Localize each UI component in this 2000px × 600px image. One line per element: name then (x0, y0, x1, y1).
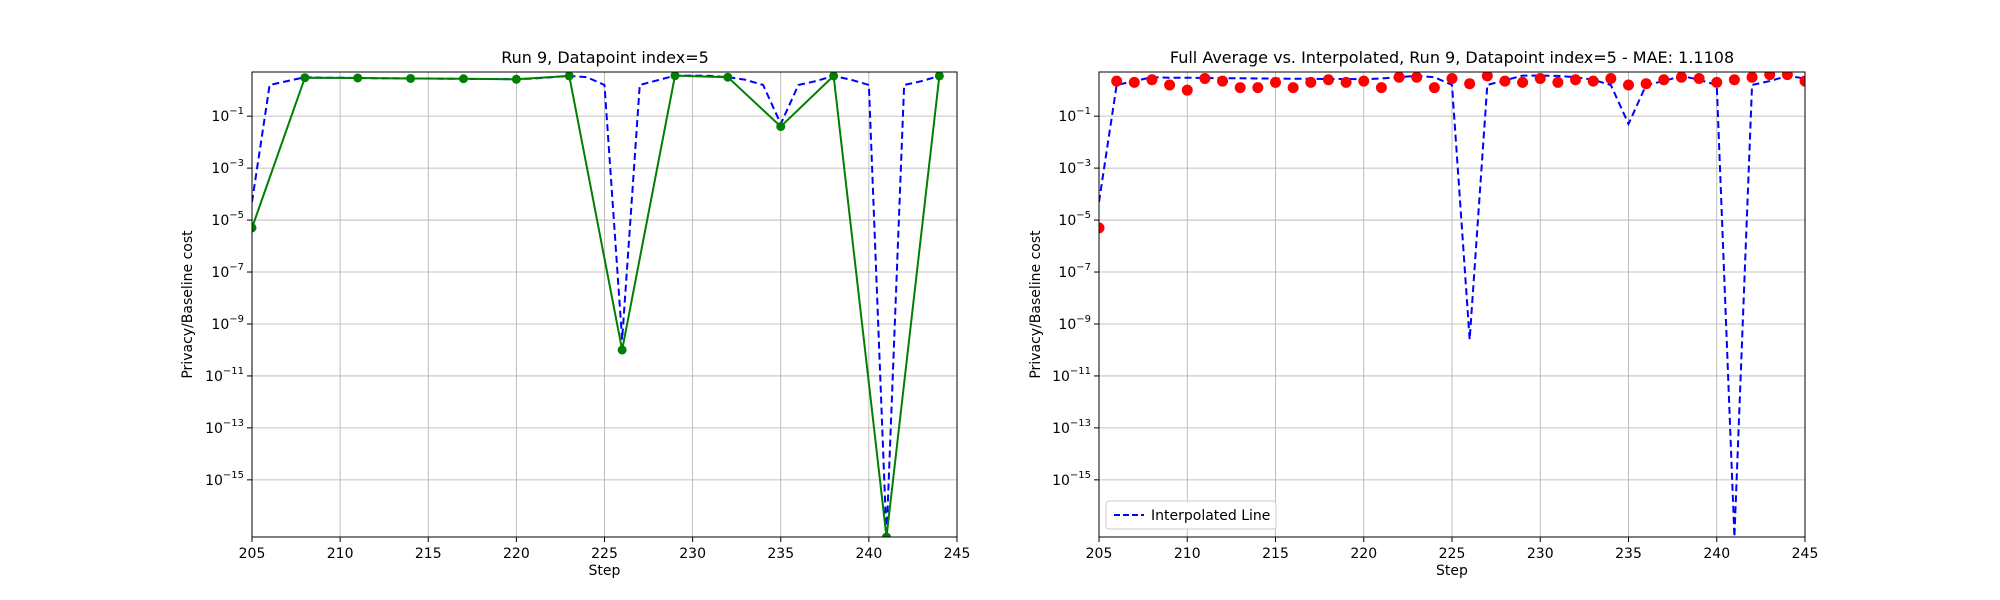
right-chart-data-point (1217, 76, 1228, 87)
right-chart-data-point (1358, 76, 1369, 87)
right-chart-data-point (1447, 73, 1458, 84)
right-chart-data-point (1129, 77, 1140, 88)
right-chart-data-point (1305, 77, 1316, 88)
right-chart-data-point (1676, 72, 1687, 83)
right-chart-data-point (1694, 73, 1705, 84)
right-chart-data-point (1341, 77, 1352, 88)
right-chart-x-tick-label: 235 (1615, 546, 1642, 562)
right-chart-data-point (1146, 74, 1157, 85)
left-chart-x-tick-label: 230 (679, 546, 706, 562)
right-chart-x-tick-label: 240 (1703, 546, 1730, 562)
left-chart-data-point (723, 73, 732, 82)
right-chart-data-point (1323, 74, 1334, 85)
right-chart-data-point (1270, 77, 1281, 88)
right-chart-data-point (1394, 72, 1405, 83)
right-chart-data-point (1588, 76, 1599, 87)
left-chart-data-point (829, 71, 838, 80)
left-chart-y-axis-label: Privacy/Baseline cost (180, 230, 196, 379)
right-chart-data-point (1252, 82, 1263, 93)
right-chart-data-point (1570, 74, 1581, 85)
right-chart-title: Full Average vs. Interpolated, Run 9, Da… (1170, 48, 1734, 67)
left-chart-x-tick-label: 220 (503, 546, 530, 562)
left-chart-data-point (935, 71, 944, 80)
right-chart-data-point (1411, 72, 1422, 83)
left-chart-data-point (776, 122, 785, 131)
right-chart-data-point (1429, 82, 1440, 93)
left-chart-x-tick-label: 240 (856, 546, 883, 562)
right-chart-data-point (1729, 74, 1740, 85)
right-chart-x-tick-label: 215 (1262, 546, 1289, 562)
legend: Interpolated Line (1106, 501, 1276, 529)
right-chart-data-point (1658, 74, 1669, 85)
right-chart-data-point (1747, 72, 1758, 83)
left-chart-title: Run 9, Datapoint index=5 (501, 48, 709, 67)
left-chart-data-point (512, 75, 521, 84)
right-chart-data-point (1111, 76, 1122, 87)
right-chart-data-point (1164, 79, 1175, 90)
right-chart-data-point (1499, 76, 1510, 87)
left-chart-data-point (618, 345, 627, 354)
right-chart-x-tick-label: 210 (1174, 546, 1201, 562)
right-chart-data-point (1199, 73, 1210, 84)
right-chart-data-point (1641, 78, 1652, 89)
legend-label-interpolated-line: Interpolated Line (1151, 508, 1270, 524)
right-chart-x-axis-label: Step (1436, 563, 1468, 579)
left-chart-data-point (459, 74, 468, 83)
left-chart-data-point (406, 74, 415, 83)
left-chart-data-point (565, 71, 574, 80)
left-chart-data-point (353, 73, 362, 82)
left-chart-x-axis-label: Step (589, 563, 621, 579)
right-chart-x-tick-label: 245 (1792, 546, 1819, 562)
right-chart-data-point (1605, 73, 1616, 84)
right-chart-data-point (1464, 78, 1475, 89)
right-chart-data-point (1288, 82, 1299, 93)
left-chart-x-tick-label: 210 (327, 546, 354, 562)
right-chart-x-tick-label: 230 (1527, 546, 1554, 562)
right-chart-data-point (1182, 85, 1193, 96)
right-chart-x-tick-label: 220 (1350, 546, 1377, 562)
left-chart-x-tick-label: 205 (239, 546, 266, 562)
left-chart-x-tick-label: 225 (591, 546, 618, 562)
left-chart-x-tick-label: 235 (767, 546, 794, 562)
right-chart-x-tick-label: 205 (1086, 546, 1113, 562)
right-chart-data-point (1711, 77, 1722, 88)
right-chart-x-tick-label: 225 (1439, 546, 1466, 562)
right-chart-data-point (1376, 82, 1387, 93)
right-chart-data-point (1552, 77, 1563, 88)
right-chart-data-point (1535, 73, 1546, 84)
left-chart-x-tick-label: 245 (944, 546, 971, 562)
left-chart-data-point (300, 73, 309, 82)
right-chart-data-point (1235, 82, 1246, 93)
right-chart-data-point (1623, 79, 1634, 90)
right-chart-data-point (1517, 77, 1528, 88)
left-chart-x-tick-label: 215 (415, 546, 442, 562)
right-chart-y-axis-label: Privacy/Baseline cost (1028, 230, 1044, 379)
